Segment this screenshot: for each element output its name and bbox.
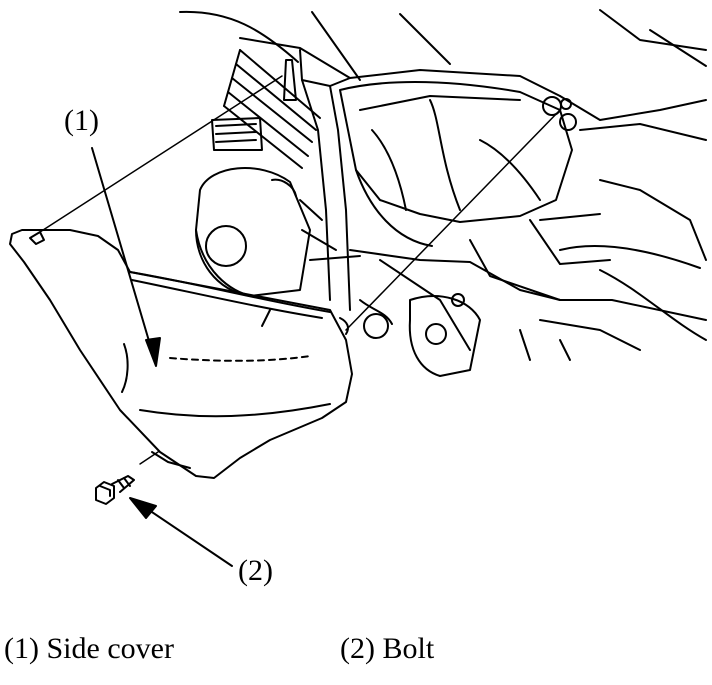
guide-lines: [39, 75, 561, 465]
frame-structure: [179, 9, 707, 311]
motorcycle-side-cover-illustration: [9, 9, 707, 567]
callout-arrow-2: [129, 497, 233, 567]
crankcase-cover: [195, 167, 323, 297]
engine-cylinder: [211, 49, 321, 169]
callout-arrow-1: [91, 147, 161, 367]
lower-frame: [301, 219, 707, 377]
legend-item-bolt: (2) Bolt: [340, 632, 435, 665]
side-cover-part: [9, 229, 353, 479]
legend-item-side-cover: (1) Side cover: [4, 632, 174, 665]
rear-area: [539, 179, 707, 341]
callout-label-side-cover: (1): [64, 104, 99, 137]
bolt-part: [95, 475, 135, 505]
callout-label-bolt: (2): [238, 554, 273, 587]
air-cleaner-box: [339, 81, 577, 247]
